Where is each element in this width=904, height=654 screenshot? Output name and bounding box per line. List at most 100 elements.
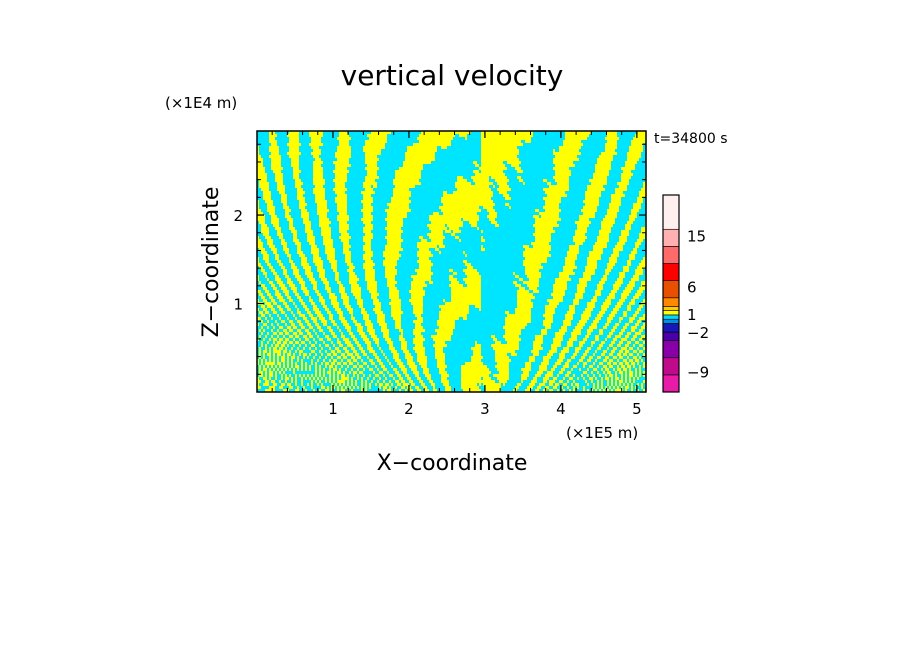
heatmap-cell [365, 386, 367, 389]
heatmap-cell [619, 317, 623, 320]
heatmap-cell [295, 380, 297, 383]
heatmap-cell [637, 197, 643, 200]
heatmap-cell [267, 326, 269, 329]
heatmap-cell [627, 260, 631, 263]
heatmap-cell [635, 293, 641, 296]
heatmap-cell [315, 332, 317, 335]
heatmap-cell [335, 275, 339, 278]
heatmap-cell [615, 380, 617, 383]
heatmap-cell [555, 170, 571, 173]
heatmap-cell [451, 281, 459, 284]
heatmap-cell [293, 167, 299, 170]
heatmap-cell [605, 149, 615, 152]
heatmap-cell [547, 371, 553, 374]
heatmap-cell [441, 377, 447, 380]
heatmap-cell [265, 389, 275, 392]
heatmap-cell [305, 389, 307, 392]
heatmap-cell [273, 356, 275, 359]
heatmap-cell [565, 260, 575, 263]
heatmap-cell [269, 134, 277, 137]
heatmap-cell [621, 179, 629, 182]
heatmap-cell [483, 377, 491, 380]
heatmap-cell [291, 287, 297, 290]
heatmap-cell [573, 236, 587, 239]
heatmap-cell [517, 293, 533, 296]
heatmap-cell [281, 374, 283, 377]
heatmap-cell [411, 287, 423, 290]
heatmap-cell [463, 317, 467, 320]
heatmap-cell [559, 380, 563, 383]
colorbar-tick-label: 15 [687, 227, 706, 245]
heatmap-cell [363, 236, 373, 239]
heatmap-cell [365, 143, 385, 146]
heatmap-cell [285, 293, 289, 296]
heatmap-cell [637, 389, 639, 392]
heatmap-cell [539, 212, 559, 215]
heatmap-cell [349, 362, 353, 365]
heatmap-cell [317, 269, 325, 272]
heatmap-cell [361, 308, 365, 311]
heatmap-cell [625, 377, 627, 380]
heatmap-cell [525, 365, 531, 368]
heatmap-cell [327, 353, 331, 356]
heatmap-cell [419, 380, 423, 383]
heatmap-cell [331, 320, 335, 323]
heatmap-cell [517, 290, 529, 293]
heatmap-cell [535, 374, 541, 377]
heatmap-cell [379, 362, 383, 365]
heatmap-cell [311, 152, 321, 155]
heatmap-cell [607, 335, 611, 338]
heatmap-cell [559, 353, 565, 356]
heatmap-cell [269, 140, 277, 143]
heatmap-cell [391, 299, 401, 302]
heatmap-cell [545, 317, 553, 320]
heatmap-cell [289, 137, 299, 140]
heatmap-cell [609, 206, 619, 209]
heatmap-cell [367, 326, 373, 329]
heatmap-cell [261, 332, 263, 335]
heatmap-cell [347, 308, 353, 311]
heatmap-cell [395, 380, 399, 383]
heatmap-cell [341, 365, 343, 368]
heatmap-cell [299, 314, 305, 317]
heatmap-cell [263, 350, 267, 353]
heatmap-cell [361, 386, 363, 389]
heatmap-cell [275, 365, 277, 368]
heatmap-cell [263, 194, 271, 197]
heatmap-cell [579, 344, 583, 347]
heatmap-cell [369, 290, 377, 293]
heatmap-cell [605, 323, 609, 326]
heatmap-cell [633, 275, 639, 278]
heatmap-cell [363, 374, 365, 377]
heatmap-cell [443, 299, 445, 302]
heatmap-cell [335, 167, 347, 170]
heatmap-cell [281, 197, 287, 200]
heatmap-cell [471, 359, 481, 362]
heatmap-cell [603, 389, 605, 392]
heatmap-cell [367, 164, 377, 167]
heatmap-cell [363, 254, 373, 257]
heatmap-cell [269, 359, 271, 362]
heatmap-cell [311, 350, 315, 353]
heatmap-cell [533, 341, 543, 344]
heatmap-cell [317, 209, 329, 212]
heatmap-cell [281, 242, 287, 245]
heatmap-cell [393, 188, 409, 191]
heatmap-cell [413, 332, 421, 335]
heatmap-cell [363, 206, 373, 209]
heatmap-cell [295, 362, 297, 365]
heatmap-cell [281, 311, 285, 314]
heatmap-cell [265, 344, 267, 347]
heatmap-cell [289, 374, 291, 377]
heatmap-cell [363, 245, 371, 248]
heatmap-cell [625, 389, 627, 392]
heatmap-cell [395, 371, 399, 374]
heatmap-cell [351, 287, 361, 290]
heatmap-cell [359, 332, 365, 335]
heatmap-cell [417, 137, 453, 140]
heatmap-cell [303, 305, 307, 308]
heatmap-cell [299, 203, 307, 206]
heatmap-cell [297, 359, 299, 362]
heatmap-cell [337, 362, 341, 365]
heatmap-cell [257, 149, 259, 152]
